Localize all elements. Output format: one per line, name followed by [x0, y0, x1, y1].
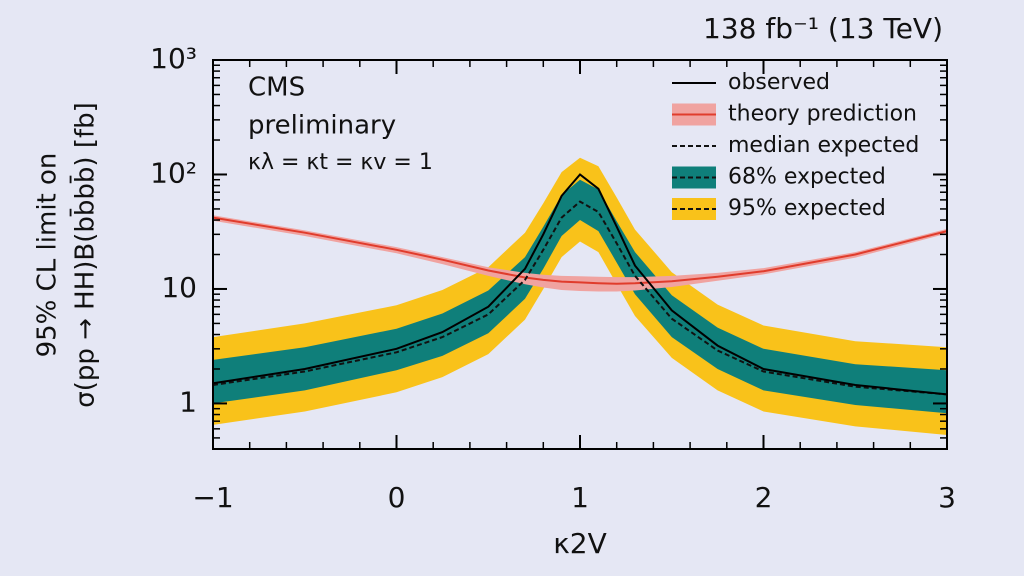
- legend-label: median expected: [728, 133, 919, 158]
- line: [213, 216, 947, 285]
- x-tick-label: 3: [938, 481, 956, 514]
- x-axis-label: κ2V: [553, 527, 606, 560]
- legend-swatch: [672, 198, 716, 220]
- annotation: κλ = κt = κv = 1: [248, 150, 433, 175]
- y-tick-label: 10: [161, 271, 197, 304]
- annotation: CMS: [248, 73, 305, 103]
- y-tick-label: 10³: [150, 42, 197, 75]
- plot-area: [213, 157, 947, 436]
- x-tick-label: 2: [755, 481, 773, 514]
- band: [213, 179, 947, 414]
- chart-title: 138 fb⁻¹ (13 TeV): [703, 12, 943, 45]
- band: [213, 215, 947, 292]
- legend-label: observed: [728, 70, 830, 95]
- y-tick-label: 10²: [150, 156, 197, 189]
- y-axis-label: σ(pp → HH)B(bb̄bb̄) [fb]: [69, 102, 101, 408]
- line: [213, 173, 947, 396]
- legend-label: theory prediction: [728, 102, 917, 127]
- line: [213, 200, 947, 396]
- x-tick-label: 0: [388, 481, 406, 514]
- x-tick-label: −1: [192, 481, 233, 514]
- y-tick-label: 1: [179, 385, 197, 418]
- annotation: preliminary: [248, 111, 396, 141]
- legend-label: 68% expected: [728, 165, 886, 190]
- legend-label: 95% expected: [728, 196, 886, 221]
- legend-swatch: [672, 166, 716, 189]
- y-axis-label: 95% CL limit on: [33, 153, 63, 358]
- x-tick-label: 1: [571, 481, 589, 514]
